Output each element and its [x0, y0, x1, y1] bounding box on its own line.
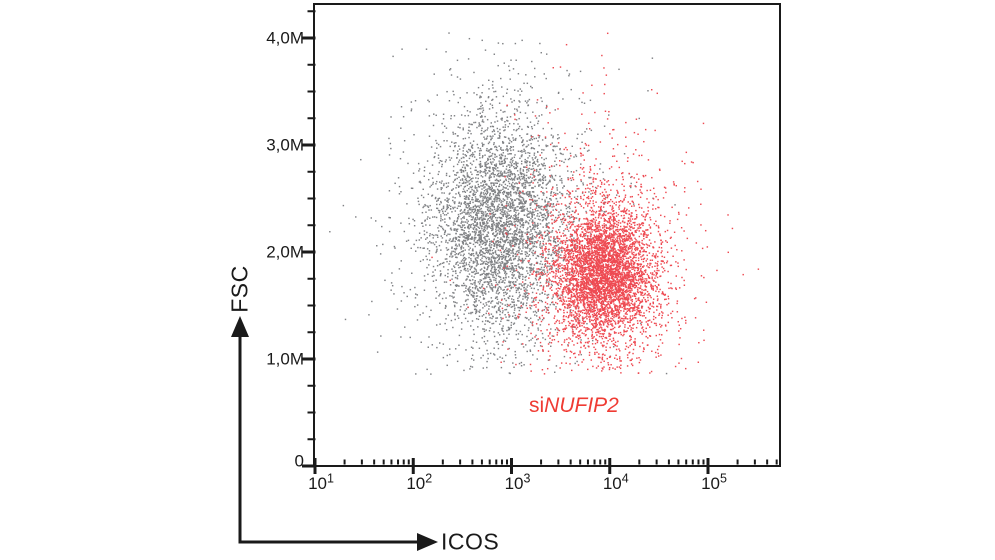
x-tick-label: 105 — [701, 471, 727, 493]
x-axis-title: ICOS — [441, 528, 500, 555]
y-axis-title: FSC — [226, 265, 253, 313]
y-tick-label: 4,0M — [266, 28, 304, 48]
x-tick-label: 103 — [504, 471, 531, 493]
annotation-gene: NUFIP2 — [544, 394, 619, 417]
population-annotation: siNUFIP2 — [529, 393, 619, 418]
y-tick-label: 1,0M — [266, 349, 304, 369]
y-tick-label: 2,0M — [266, 242, 304, 262]
y-tick-label: 3,0M — [266, 135, 304, 155]
x-axis-arrow-icon — [238, 533, 438, 551]
x-tick-label: 102 — [406, 471, 433, 493]
plot-area — [313, 3, 781, 467]
y-tick-label: 0 — [294, 451, 304, 471]
scatter-dot-canvas — [315, 5, 778, 464]
annotation-prefix: si — [529, 394, 545, 417]
x-tick-label: 101 — [308, 471, 334, 493]
x-tick-label: 104 — [602, 471, 629, 493]
